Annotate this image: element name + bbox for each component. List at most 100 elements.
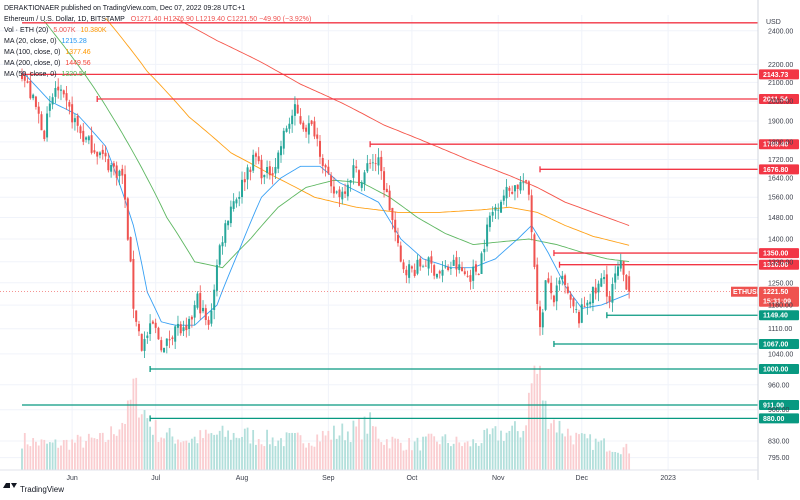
candle-body[interactable] bbox=[530, 195, 533, 233]
candle-body[interactable] bbox=[424, 265, 427, 267]
candle-body[interactable] bbox=[539, 306, 542, 328]
candle-body[interactable] bbox=[76, 116, 79, 126]
candle-body[interactable] bbox=[344, 191, 347, 194]
candle-body[interactable] bbox=[271, 173, 274, 175]
candle-body[interactable] bbox=[455, 257, 458, 270]
candle-body[interactable] bbox=[154, 322, 157, 328]
candle-body[interactable] bbox=[435, 273, 438, 278]
candle-body[interactable] bbox=[402, 262, 405, 270]
candle-body[interactable] bbox=[129, 237, 132, 262]
candle-body[interactable] bbox=[224, 223, 227, 243]
candle-body[interactable] bbox=[413, 269, 416, 276]
candle-body[interactable] bbox=[296, 104, 299, 114]
candle-body[interactable] bbox=[257, 156, 260, 162]
candle-body[interactable] bbox=[461, 267, 464, 272]
candle-body[interactable] bbox=[288, 123, 291, 129]
candle-body[interactable] bbox=[46, 113, 49, 138]
candle-body[interactable] bbox=[40, 114, 43, 131]
candle-body[interactable] bbox=[71, 104, 74, 123]
candle-body[interactable] bbox=[182, 327, 185, 332]
candle-body[interactable] bbox=[341, 191, 344, 200]
candle-body[interactable] bbox=[174, 326, 177, 342]
candle-body[interactable] bbox=[268, 166, 271, 176]
candle-body[interactable] bbox=[37, 106, 40, 114]
candle-body[interactable] bbox=[572, 298, 575, 307]
candle-body[interactable] bbox=[199, 293, 202, 314]
candle-body[interactable] bbox=[26, 81, 29, 83]
candle-body[interactable] bbox=[410, 266, 413, 269]
candle-body[interactable] bbox=[121, 168, 124, 176]
candle-body[interactable] bbox=[215, 265, 218, 291]
candle-body[interactable] bbox=[163, 348, 166, 353]
candle-body[interactable] bbox=[85, 137, 88, 140]
candle-body[interactable] bbox=[43, 130, 46, 140]
candle-body[interactable] bbox=[274, 166, 277, 174]
candle-body[interactable] bbox=[394, 219, 397, 233]
candle-body[interactable] bbox=[190, 316, 193, 320]
candle-body[interactable] bbox=[444, 266, 447, 268]
candle-body[interactable] bbox=[405, 269, 408, 276]
candle-body[interactable] bbox=[291, 115, 294, 125]
candle-body[interactable] bbox=[327, 166, 330, 174]
candle-body[interactable] bbox=[227, 220, 230, 226]
candle-body[interactable] bbox=[338, 189, 341, 198]
candle-body[interactable] bbox=[299, 116, 302, 124]
candle-body[interactable] bbox=[622, 261, 625, 275]
candle-body[interactable] bbox=[452, 259, 455, 266]
candle-body[interactable] bbox=[522, 182, 525, 184]
candle-body[interactable] bbox=[566, 286, 569, 293]
candle-body[interactable] bbox=[115, 165, 118, 178]
candle-body[interactable] bbox=[34, 96, 37, 107]
candle-body[interactable] bbox=[469, 275, 472, 282]
candle-body[interactable] bbox=[550, 282, 553, 294]
candle-body[interactable] bbox=[118, 170, 121, 177]
candle-body[interactable] bbox=[241, 179, 244, 198]
candle-body[interactable] bbox=[458, 264, 461, 271]
candle-body[interactable] bbox=[486, 224, 489, 247]
candle-body[interactable] bbox=[591, 286, 594, 304]
candle-body[interactable] bbox=[73, 118, 76, 123]
candle-body[interactable] bbox=[179, 324, 182, 334]
candle-body[interactable] bbox=[193, 305, 196, 318]
candle-body[interactable] bbox=[422, 266, 425, 268]
candle-body[interactable] bbox=[332, 186, 335, 194]
candle-body[interactable] bbox=[313, 121, 316, 137]
candle-body[interactable] bbox=[280, 146, 283, 156]
candle-body[interactable] bbox=[396, 234, 399, 244]
candle-body[interactable] bbox=[519, 181, 522, 191]
horizontal-levels[interactable]: 2143.73 2011.54 1789.40 1676.80 1350.00 1310.… bbox=[0, 22, 799, 424]
candle-body[interactable] bbox=[449, 267, 452, 269]
candle-body[interactable] bbox=[541, 312, 544, 328]
candle-body[interactable] bbox=[285, 128, 288, 132]
candle-body[interactable] bbox=[21, 75, 23, 79]
candle-body[interactable] bbox=[246, 167, 249, 180]
candle-body[interactable] bbox=[427, 257, 430, 269]
level-tag[interactable] bbox=[759, 259, 799, 270]
candle-body[interactable] bbox=[380, 156, 383, 172]
candle-body[interactable] bbox=[196, 293, 199, 308]
candle-body[interactable] bbox=[508, 187, 511, 191]
candle-body[interactable] bbox=[310, 120, 313, 125]
level-tag[interactable] bbox=[759, 139, 799, 150]
candle-body[interactable] bbox=[497, 209, 500, 211]
candle-body[interactable] bbox=[580, 304, 583, 323]
candle-body[interactable] bbox=[628, 276, 631, 292]
candle-body[interactable] bbox=[374, 163, 377, 165]
candle-body[interactable] bbox=[266, 167, 269, 173]
candle-body[interactable] bbox=[151, 321, 154, 324]
candle-body[interactable] bbox=[586, 302, 589, 306]
candle-body[interactable] bbox=[600, 278, 603, 287]
candle-body[interactable] bbox=[57, 86, 60, 91]
candle-body[interactable] bbox=[207, 319, 210, 325]
candle-body[interactable] bbox=[360, 182, 363, 188]
candle-body[interactable] bbox=[488, 215, 491, 228]
indicator-volume[interactable]: Vol · ETH (20) 5.007K 10.380K bbox=[4, 27, 107, 34]
candle-body[interactable] bbox=[564, 275, 567, 285]
candle-body[interactable] bbox=[583, 305, 586, 307]
candle-body[interactable] bbox=[536, 264, 539, 305]
candle-body[interactable] bbox=[160, 340, 163, 351]
candle-body[interactable] bbox=[263, 174, 266, 178]
candle-body[interactable] bbox=[23, 76, 26, 81]
candle-body[interactable] bbox=[321, 158, 324, 166]
indicator-ma100[interactable]: MA (100, close, 0) 1377.46 bbox=[4, 49, 91, 56]
